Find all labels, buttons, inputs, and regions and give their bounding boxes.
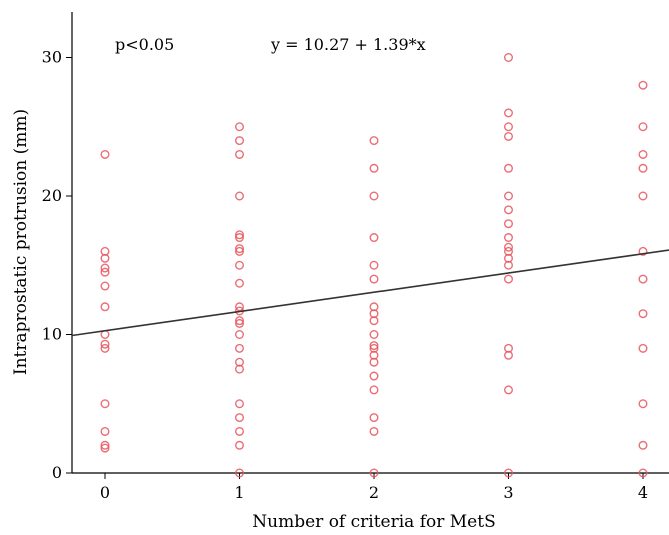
data-point — [234, 364, 244, 374]
data-point — [234, 302, 244, 312]
data-point — [234, 246, 244, 256]
regression-line — [71, 249, 669, 337]
x-tick-label: 1 — [234, 483, 244, 502]
x-axis-title: Number of criteria for MetS — [252, 512, 495, 532]
data-point — [504, 274, 514, 284]
data-point — [234, 343, 244, 353]
data-point — [234, 330, 244, 340]
data-point — [234, 149, 244, 159]
data-point — [504, 350, 514, 360]
data-point — [638, 80, 648, 90]
data-point — [100, 339, 110, 349]
ticks: 0 1 2 3 4 0 10 20 30 — [42, 48, 648, 503]
data-point — [369, 260, 379, 270]
data-point — [234, 260, 244, 270]
data-point — [100, 267, 110, 277]
data-point — [504, 219, 514, 229]
data-point — [234, 278, 244, 288]
data-point — [369, 136, 379, 146]
data-point — [638, 399, 648, 409]
data-point — [638, 191, 648, 201]
data-point — [369, 385, 379, 395]
data-point — [369, 316, 379, 326]
data-point — [234, 468, 244, 478]
data-point — [369, 233, 379, 243]
data-point — [100, 343, 110, 353]
data-point — [504, 242, 514, 252]
data-point — [638, 149, 648, 159]
y-tick-label: 0 — [52, 463, 62, 482]
data-point — [504, 191, 514, 201]
data-point — [234, 122, 244, 132]
data-point — [504, 108, 514, 118]
y-tick-label: 10 — [42, 325, 62, 344]
data-point — [369, 357, 379, 367]
data-point — [234, 191, 244, 201]
data-point — [504, 53, 514, 63]
data-point — [638, 122, 648, 132]
data-point — [504, 122, 514, 132]
data-point — [234, 233, 244, 243]
data-point — [369, 413, 379, 423]
x-tick-label: 2 — [369, 483, 379, 502]
data-point — [234, 440, 244, 450]
data-point — [638, 343, 648, 353]
data-point — [369, 163, 379, 173]
data-point — [234, 316, 244, 326]
data-point — [504, 233, 514, 243]
data-point — [234, 230, 244, 240]
data-point — [234, 318, 244, 328]
y-axis-title: Intraprostatic protrusion (mm) — [11, 109, 31, 375]
data-point — [369, 330, 379, 340]
data-point — [100, 426, 110, 436]
data-point — [369, 191, 379, 201]
x-tick-label: 4 — [638, 483, 648, 502]
data-point — [504, 260, 514, 270]
data-point — [638, 309, 648, 319]
equation-annotation: y = 10.27 + 1.39*x — [270, 35, 426, 54]
data-point — [504, 468, 514, 478]
data-point — [638, 274, 648, 284]
data-point — [234, 426, 244, 436]
data-point — [100, 253, 110, 263]
x-tick-label: 3 — [503, 483, 513, 502]
data-point — [234, 399, 244, 409]
data-point — [234, 244, 244, 254]
data-point — [504, 163, 514, 173]
data-point — [100, 399, 110, 409]
x-tick-label: 0 — [100, 483, 110, 502]
data-point — [638, 246, 648, 256]
data-point — [100, 443, 110, 453]
y-tick-label: 30 — [42, 48, 62, 67]
data-point — [369, 468, 379, 478]
data-point — [100, 302, 110, 312]
data-point — [100, 263, 110, 273]
data-point — [234, 413, 244, 423]
data-point — [100, 149, 110, 159]
data-point — [100, 440, 110, 450]
data-point — [369, 274, 379, 284]
data-point — [100, 281, 110, 291]
data-point — [638, 440, 648, 450]
y-tick-label: 20 — [42, 186, 62, 205]
data-point — [369, 371, 379, 381]
data-point — [234, 136, 244, 146]
data-point — [504, 385, 514, 395]
data-points — [100, 53, 648, 478]
data-point — [638, 163, 648, 173]
data-point — [504, 205, 514, 215]
data-point — [369, 341, 379, 351]
data-point — [638, 468, 648, 478]
data-point — [369, 426, 379, 436]
axes — [71, 12, 669, 474]
p-value-annotation: p<0.05 — [115, 35, 174, 54]
data-point — [504, 131, 514, 141]
